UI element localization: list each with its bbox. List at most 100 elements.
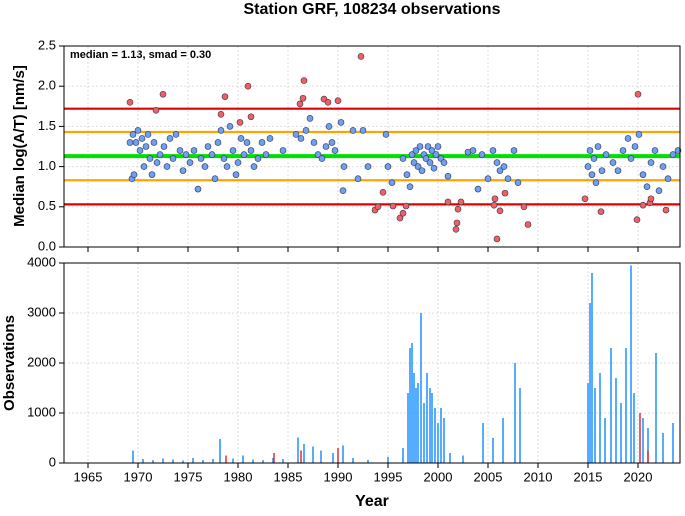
x-tick-label: 1975: [174, 469, 203, 484]
point: [153, 159, 161, 166]
point: [201, 163, 209, 170]
point: [221, 93, 229, 100]
point: [300, 77, 308, 84]
point: [299, 94, 307, 102]
point: [474, 185, 482, 193]
point: [296, 100, 304, 108]
point: [163, 163, 171, 170]
point: [491, 195, 499, 203]
y-tick-label: 1000: [27, 404, 56, 419]
point: [406, 183, 414, 190]
point: [359, 127, 367, 134]
point: [247, 147, 255, 154]
point: [432, 151, 440, 158]
point: [581, 195, 589, 203]
point: [647, 195, 655, 203]
x-axis-label: Year: [355, 493, 389, 510]
point: [314, 151, 322, 158]
x-tick-label: 1990: [324, 469, 353, 484]
y-tick-label: 4000: [27, 254, 56, 269]
point: [403, 171, 411, 178]
point: [426, 159, 434, 166]
point: [166, 135, 174, 142]
x-tick-label: 1965: [74, 469, 103, 484]
point: [237, 135, 245, 142]
point: [159, 90, 167, 98]
point: [262, 151, 270, 158]
x-tick-label: 1970: [124, 469, 153, 484]
point: [331, 147, 339, 154]
point: [524, 221, 532, 228]
point: [197, 155, 205, 162]
y-tick-label: 1.5: [38, 118, 56, 133]
point: [609, 159, 617, 166]
point: [454, 205, 462, 213]
point: [226, 123, 234, 130]
point: [297, 135, 305, 142]
point: [357, 53, 365, 60]
point: [258, 139, 266, 146]
point: [146, 155, 154, 162]
point: [208, 151, 216, 158]
point: [266, 135, 274, 142]
point: [469, 147, 477, 154]
point: [182, 151, 190, 158]
point: [136, 147, 144, 154]
point: [490, 201, 498, 209]
chart-title: Station GRF, 108234 observations: [244, 1, 501, 18]
y-axis-label: Observations: [1, 315, 18, 411]
point: [374, 203, 382, 211]
point: [234, 159, 242, 166]
point: [379, 189, 387, 196]
point: [247, 113, 255, 121]
point: [244, 82, 252, 90]
x-tick-label: 2010: [524, 469, 553, 484]
point: [669, 151, 677, 158]
point: [664, 175, 672, 182]
point: [324, 98, 332, 106]
point: [250, 163, 258, 170]
point: [655, 187, 663, 195]
point: [322, 143, 330, 150]
point: [229, 147, 237, 154]
point: [496, 207, 504, 215]
point: [493, 235, 501, 243]
point: [422, 155, 430, 162]
point: [138, 135, 146, 142]
point: [659, 163, 667, 170]
point: [126, 139, 134, 146]
point: [194, 185, 202, 193]
point: [619, 147, 627, 154]
point: [594, 143, 602, 150]
point: [152, 107, 160, 114]
point: [647, 159, 655, 166]
y-tick-label: 0: [49, 454, 56, 469]
point: [179, 167, 187, 174]
x-tick-label: 1985: [274, 469, 303, 484]
point: [410, 159, 418, 166]
point: [602, 151, 610, 158]
y-tick-label: 2.5: [38, 37, 56, 52]
point: [186, 159, 194, 166]
point: [444, 172, 452, 180]
point: [310, 139, 318, 146]
point: [635, 131, 643, 138]
point: [382, 131, 390, 138]
point: [586, 147, 594, 154]
point: [236, 119, 244, 126]
point: [279, 147, 287, 154]
point: [627, 155, 635, 162]
point: [140, 163, 148, 170]
point: [254, 155, 262, 162]
point: [662, 206, 670, 214]
point: [150, 139, 158, 146]
point: [440, 159, 448, 166]
point: [588, 171, 596, 178]
point: [144, 131, 152, 138]
y-tick-label: 2.0: [38, 78, 56, 93]
x-tick-label: 2005: [474, 469, 503, 484]
x-tick-label: 2015: [574, 469, 603, 484]
x-tick-label: 1995: [374, 469, 403, 484]
